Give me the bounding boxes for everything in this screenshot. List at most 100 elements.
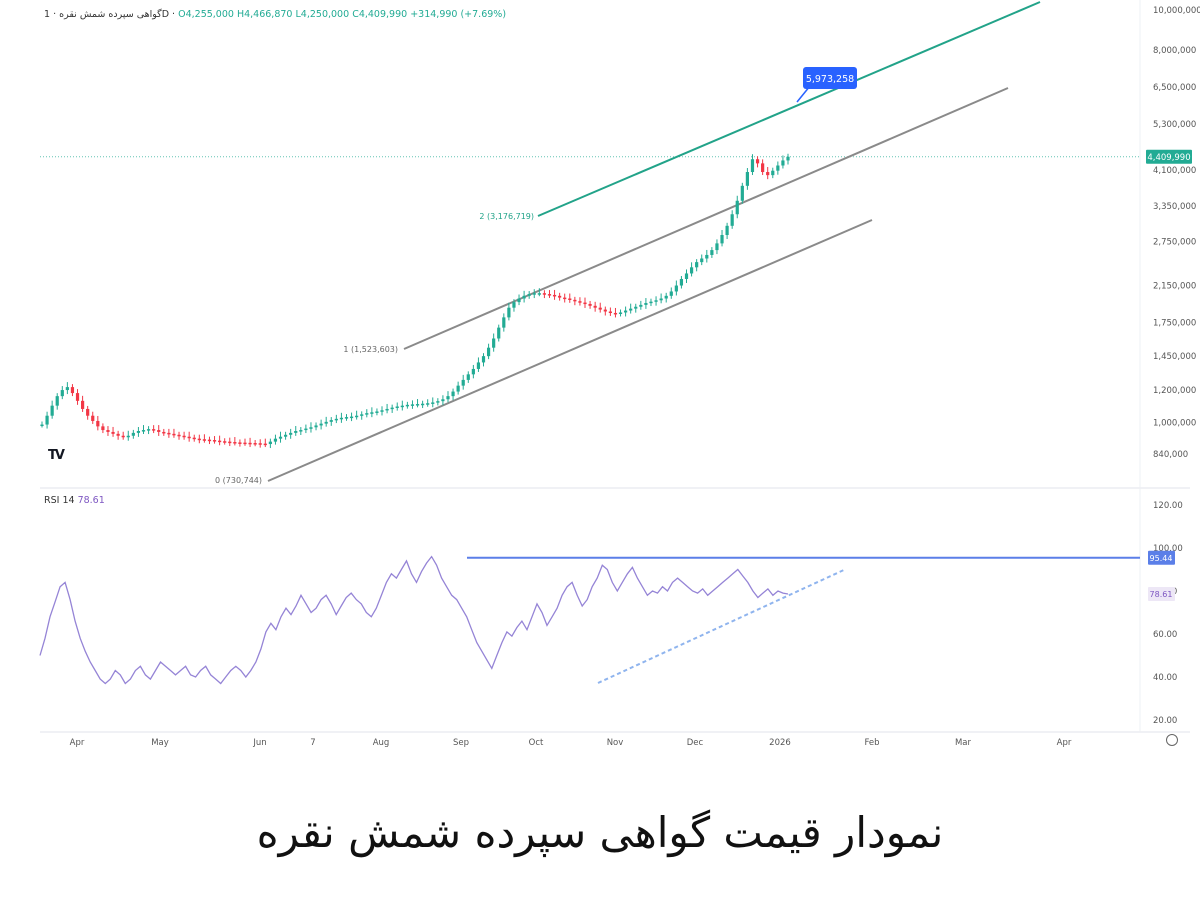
rsi-support-trendline — [597, 568, 847, 684]
candle-body — [268, 441, 272, 445]
candle-body — [319, 423, 323, 426]
candle-body — [532, 293, 536, 295]
candle-body — [162, 431, 166, 434]
candle-body — [228, 441, 232, 444]
candle-body — [603, 309, 607, 312]
current-price-label: 4,409,990 — [1147, 153, 1190, 163]
time-tick-label: Aug — [373, 738, 390, 748]
candle-body — [324, 421, 328, 424]
price-tick-label: 5,300,000 — [1153, 120, 1196, 130]
candle-body — [157, 430, 161, 432]
candle-body — [86, 408, 90, 416]
candle-body — [395, 406, 399, 408]
candle-body — [355, 415, 359, 418]
candle-body — [96, 420, 100, 427]
rsi-resistance-label: 95.44 — [1150, 554, 1173, 563]
price-tick-label: 4,100,000 — [1153, 166, 1196, 176]
candle-body — [101, 426, 105, 431]
target-channel-line — [537, 1, 1041, 217]
channel-lower-line — [267, 219, 873, 482]
candle-body — [121, 435, 125, 438]
candle-body — [136, 431, 141, 433]
candle-body — [502, 317, 506, 328]
candle-body — [730, 214, 734, 226]
candle-body — [329, 420, 333, 422]
candle-body — [486, 347, 491, 357]
candle-body — [644, 303, 648, 305]
ohlc-high: H4,466,870 — [236, 9, 293, 20]
candle-body — [152, 429, 156, 431]
candle-body — [700, 258, 704, 263]
time-tick-label: Apr — [70, 738, 85, 748]
candle-body — [91, 415, 95, 421]
rsi-tick-label: 20.00 — [1153, 716, 1177, 726]
candle-body — [131, 432, 135, 436]
candle-body — [50, 405, 54, 416]
candle-body — [497, 327, 501, 339]
candle-body — [441, 399, 445, 402]
price-tick-label: 3,350,000 — [1153, 202, 1196, 212]
candle-body — [664, 295, 668, 299]
candle-body — [192, 437, 196, 440]
candle-body — [218, 440, 222, 443]
candle-body — [314, 425, 318, 428]
channel-upper-line — [403, 87, 1009, 350]
candle-body — [45, 415, 49, 425]
rsi-tick-label: 60.00 — [1153, 630, 1177, 640]
candle-body — [207, 439, 212, 442]
candle-body — [385, 408, 389, 411]
candle-body — [720, 235, 724, 244]
candle-body — [177, 434, 181, 437]
price-tick-label: 1,450,000 — [1153, 352, 1196, 362]
candle-body — [674, 285, 678, 292]
candle-body — [568, 298, 572, 300]
fib-label-0: 0 (730,744) — [215, 476, 262, 485]
time-tick-label: Mar — [955, 738, 972, 748]
rsi-line — [39, 555, 789, 685]
candle-body — [669, 291, 673, 296]
candle-body — [588, 303, 592, 306]
candle-body — [182, 435, 186, 438]
candle-body — [466, 374, 470, 380]
candle-body — [349, 416, 354, 419]
candle-body — [624, 310, 628, 313]
chart-area[interactable]: 840,000 1,000,000 1,200,000 1,450,000 1,750,… — [0, 0, 1200, 760]
candle-body — [294, 431, 298, 433]
candle-body — [456, 385, 460, 392]
candle-body — [365, 413, 369, 415]
time-tick-label: Oct — [529, 738, 544, 748]
settings-icon[interactable] — [1166, 734, 1178, 746]
time-tick-label: May — [151, 738, 169, 748]
candle-body — [710, 250, 714, 255]
candle-body — [339, 417, 344, 420]
price-tick-label: 1,200,000 — [1153, 386, 1196, 396]
candle-body — [55, 396, 59, 406]
candle-body — [715, 243, 719, 251]
price-tick-label: 2,750,000 — [1153, 237, 1196, 247]
candle-body — [370, 412, 374, 414]
candle-body — [639, 304, 643, 307]
time-tick-label: 2026 — [769, 738, 791, 748]
candle-body — [476, 362, 481, 369]
candle-body — [116, 433, 120, 436]
candle-body — [75, 393, 80, 401]
price-tick-label: 840,000 — [1153, 450, 1188, 460]
candle-body — [481, 356, 486, 363]
rsi-legend: RSI 14 78.61 — [44, 495, 105, 506]
candle-body — [507, 307, 511, 318]
interval-label: · 1D · — [44, 9, 176, 20]
candle-body — [360, 414, 364, 416]
fib-label-1: 1 (1,523,603) — [343, 345, 398, 354]
candle-body — [309, 427, 313, 429]
candle-body — [527, 294, 531, 296]
time-tick-label: Sep — [453, 738, 469, 748]
candle-body — [263, 443, 267, 446]
candle-body — [212, 440, 217, 442]
candle-body — [512, 302, 516, 308]
chart-svg: 840,000 1,000,000 1,200,000 1,450,000 1,750,… — [39, 0, 1200, 748]
candle-body — [563, 297, 567, 300]
rsi-value-badge — [1148, 586, 1175, 601]
candle-body — [70, 387, 75, 394]
rsi-label: RSI 14 — [44, 495, 75, 506]
candle-body — [598, 307, 602, 310]
